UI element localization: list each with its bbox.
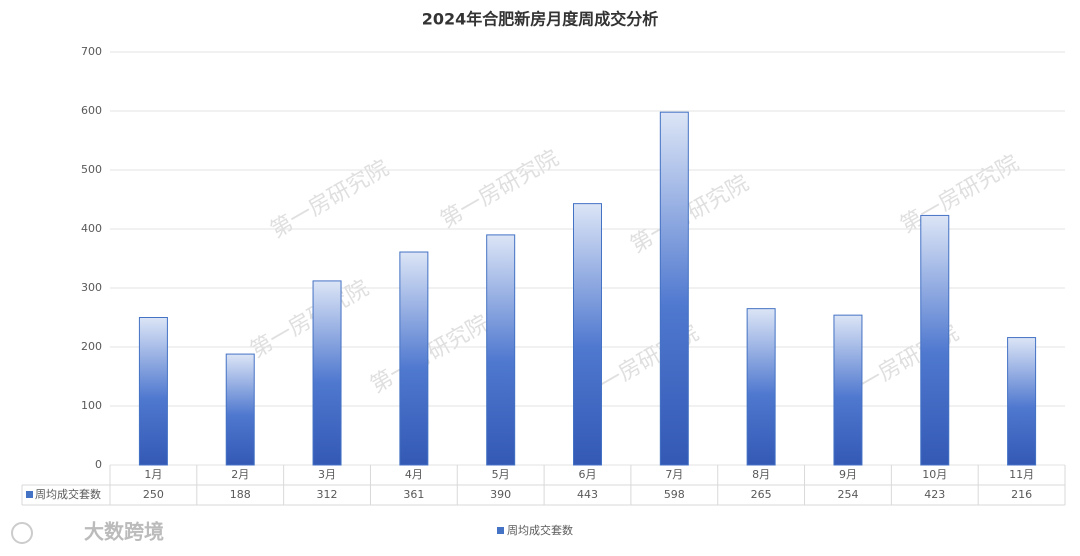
x-tick-label: 2月 bbox=[231, 468, 249, 481]
x-tick-label: 6月 bbox=[579, 468, 597, 481]
table-row-label: 周均成交套数 bbox=[35, 487, 101, 501]
x-tick-label: 3月 bbox=[318, 468, 336, 481]
table-value: 254 bbox=[837, 488, 858, 501]
table-value: 265 bbox=[751, 488, 772, 501]
logo-icon bbox=[11, 522, 33, 544]
watermark: 第一房研究院 bbox=[626, 171, 753, 259]
table-value: 188 bbox=[230, 488, 251, 501]
bar bbox=[1007, 337, 1037, 466]
watermark: 第一房研究院 bbox=[366, 311, 493, 399]
bar bbox=[920, 214, 950, 466]
bar bbox=[138, 317, 168, 466]
table-value: 312 bbox=[317, 488, 338, 501]
table-value: 250 bbox=[143, 488, 164, 501]
y-tick-label: 500 bbox=[81, 163, 102, 176]
table-value: 443 bbox=[577, 488, 598, 501]
x-tick-label: 1月 bbox=[144, 468, 162, 481]
x-tick-label: 11月 bbox=[1009, 468, 1034, 481]
bar bbox=[312, 280, 342, 466]
y-tick-label: 700 bbox=[81, 45, 102, 58]
legend-key bbox=[26, 491, 33, 498]
y-tick-label: 600 bbox=[81, 104, 102, 117]
bar bbox=[486, 234, 516, 466]
table-value: 598 bbox=[664, 488, 685, 501]
table-value: 361 bbox=[403, 488, 424, 501]
bar bbox=[659, 111, 689, 466]
watermark: 第一房研究院 bbox=[896, 151, 1023, 239]
table-value: 390 bbox=[490, 488, 511, 501]
bar bbox=[833, 314, 863, 466]
bar bbox=[573, 203, 602, 466]
x-tick-label: 4月 bbox=[405, 468, 423, 481]
logo-text: 大数跨境 bbox=[84, 520, 164, 544]
watermark: 第一房研究院 bbox=[436, 146, 563, 234]
chart-title: 2024年合肥新房月度周成交分析 bbox=[422, 10, 659, 29]
table-value: 423 bbox=[924, 488, 945, 501]
x-tick-label: 9月 bbox=[839, 468, 857, 481]
watermark: 第一房研究院 bbox=[246, 276, 373, 364]
y-tick-label: 300 bbox=[81, 281, 102, 294]
x-tick-label: 8月 bbox=[752, 468, 770, 481]
legend-key bbox=[497, 527, 504, 534]
y-tick-label: 400 bbox=[81, 222, 102, 235]
watermark: 第一房研究院 bbox=[266, 156, 393, 244]
y-tick-label: 200 bbox=[81, 340, 102, 353]
legend-label: 周均成交套数 bbox=[507, 523, 573, 537]
bar bbox=[399, 251, 429, 466]
x-tick-label: 10月 bbox=[922, 468, 947, 481]
bar bbox=[225, 353, 255, 466]
table-value: 216 bbox=[1011, 488, 1032, 501]
x-tick-label: 7月 bbox=[665, 468, 683, 481]
x-tick-label: 5月 bbox=[492, 468, 510, 481]
bar bbox=[746, 308, 776, 466]
y-tick-label: 0 bbox=[95, 458, 102, 471]
y-tick-label: 100 bbox=[81, 399, 102, 412]
